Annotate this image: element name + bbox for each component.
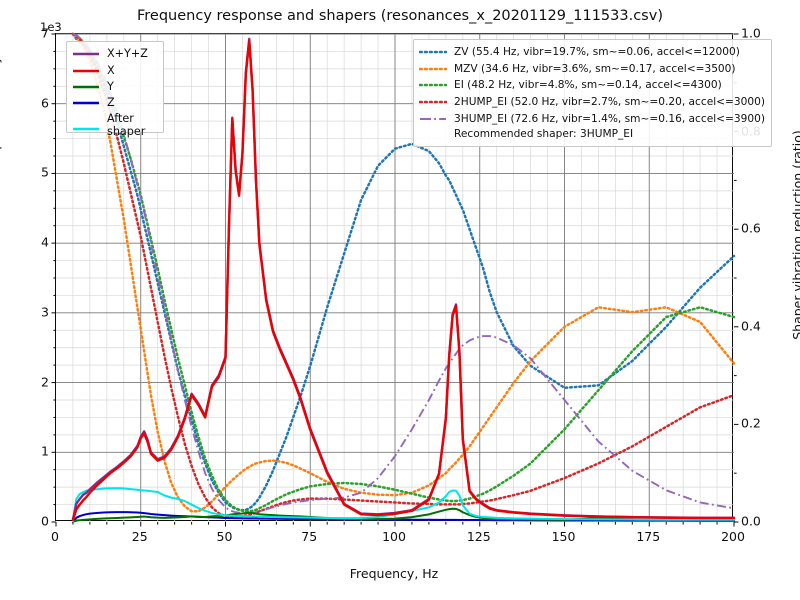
legend-line-sample-icon <box>419 96 447 108</box>
psd-curves <box>71 37 736 523</box>
legend-line-sample-icon <box>419 63 447 75</box>
y-tick-label: 5 <box>41 164 49 180</box>
legend-line-sample-icon <box>72 81 100 93</box>
y-tick-label-right: 0.6 <box>741 220 761 236</box>
legend-item-mzv[interactable]: MZV (34.6 Hz, vibr=3.6%, sm~=0.17, accel… <box>419 61 765 78</box>
y-tick-label-right: 1.0 <box>741 25 761 41</box>
legend-item-ei[interactable]: EI (48.2 Hz, vibr=4.8%, sm~=0.14, accel<… <box>419 77 765 94</box>
y-tick-label-right: 0.4 <box>741 318 761 334</box>
x-tick-label: 150 <box>551 529 576 544</box>
legend-item-label: After shaper <box>107 111 146 139</box>
legend-item-label: X+Y+Z <box>107 47 148 61</box>
psd-curve-after-shaper <box>71 487 735 523</box>
legend-line-sample-icon <box>72 123 100 135</box>
shaper-curve-zv <box>71 32 736 512</box>
x-tick-label: 100 <box>382 529 406 544</box>
x-tick-label: 175 <box>636 529 661 544</box>
y-tick-label: 4 <box>41 234 49 250</box>
legend-item-label: X <box>107 63 115 77</box>
shaper-curve-mzv <box>71 32 736 513</box>
legend-item-label: MZV (34.6 Hz, vibr=3.6%, sm~=0.17, accel… <box>454 62 736 75</box>
legend-line-sample-icon <box>72 48 100 60</box>
legend-item-x-y-z[interactable]: X+Y+Z <box>72 46 157 62</box>
y-axis-label-right: Shaper vibration reduction (ratio) <box>790 130 800 340</box>
legend-line-sample-icon <box>72 65 100 77</box>
legend-line-sample-icon <box>419 79 447 91</box>
y-tick-label: 7 <box>41 25 49 41</box>
legend-item-label: Y <box>107 79 114 93</box>
x-tick-label: 125 <box>466 529 491 544</box>
psd-curve-z <box>71 511 735 523</box>
page-title: Frequency response and shapers (resonanc… <box>137 8 663 24</box>
legend-item-zv[interactable]: ZV (55.4 Hz, vibr=19.7%, sm~=0.06, accel… <box>419 44 765 61</box>
x-tick-label: 0 <box>51 529 59 544</box>
x-tick-label: 25 <box>131 529 148 544</box>
axis-ticks <box>51 33 739 527</box>
legend-item-2hump_ei[interactable]: 2HUMP_EI (52.0 Hz, vibr=2.7%, sm~=0.20, … <box>419 94 765 111</box>
y-axis-label-left: Power spectral density <box>0 56 2 198</box>
legend-item-z[interactable]: Z <box>72 95 157 111</box>
y-axis-exponent-label: 1e3 <box>40 20 62 34</box>
legend-item-label: Z <box>107 96 115 110</box>
x-axis-label: Frequency, Hz <box>349 566 439 581</box>
psd-curve-x <box>71 39 736 522</box>
x-tick-label: 200 <box>721 529 745 544</box>
legend-line-sample-icon <box>72 97 100 109</box>
y-tick-label-right: 0.0 <box>741 513 761 529</box>
plot-svg <box>51 32 739 527</box>
recommended-shaper-note: Recommended shaper: 3HUMP_EI <box>454 127 634 140</box>
legend-item-x[interactable]: X <box>72 62 157 78</box>
legend-item-label: 2HUMP_EI (52.0 Hz, vibr=2.7%, sm~=0.20, … <box>454 96 765 109</box>
y-tick-label: 2 <box>41 374 49 390</box>
legend-signals: X+Y+Z X Y Z After shaper <box>66 41 164 138</box>
legend-item-3hump_ei[interactable]: 3HUMP_EI (72.6 Hz, vibr=1.4%, sm~=0.16, … <box>419 110 765 127</box>
legend-line-sample-icon <box>419 46 447 58</box>
legend-item-y[interactable]: Y <box>72 79 157 95</box>
legend-line-sample-icon <box>419 113 447 125</box>
y-tick-label: 0 <box>41 513 49 529</box>
x-tick-label: 50 <box>216 529 233 544</box>
legend-item-label: 3HUMP_EI (72.6 Hz, vibr=1.4%, sm~=0.16, … <box>454 112 765 125</box>
x-tick-label: 75 <box>301 529 318 544</box>
legend-item-after-shaper[interactable]: After shaper <box>72 112 157 138</box>
legend-item-label: EI (48.2 Hz, vibr=4.8%, sm~=0.14, accel<… <box>454 79 722 92</box>
y-tick-label-right: 0.2 <box>741 415 761 431</box>
psd-curve-y <box>71 507 735 523</box>
y-tick-label: 3 <box>41 304 49 320</box>
legend-item-label: ZV (55.4 Hz, vibr=19.7%, sm~=0.06, accel… <box>454 46 740 59</box>
y-tick-label: 6 <box>41 95 49 111</box>
legend-shapers: ZV (55.4 Hz, vibr=19.7%, sm~=0.06, accel… <box>413 39 772 147</box>
y-tick-label: 1 <box>41 443 49 459</box>
